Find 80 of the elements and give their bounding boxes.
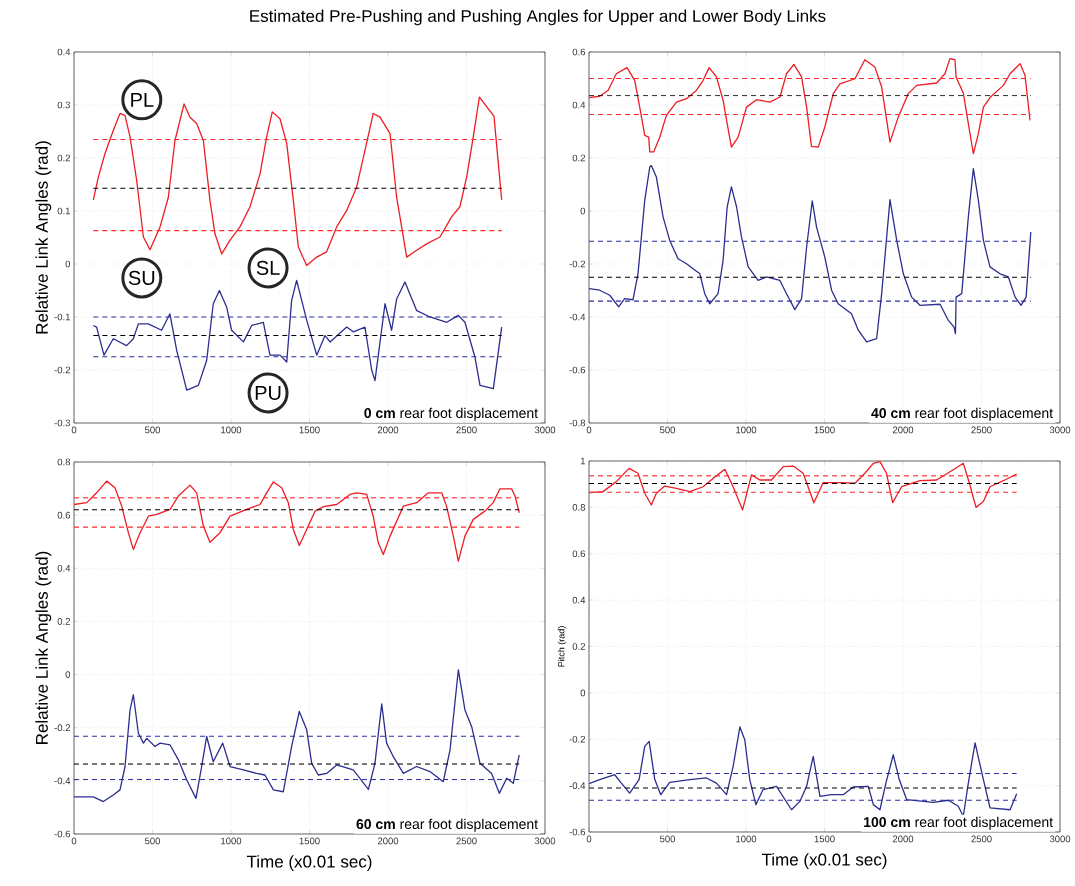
- x-tick-label: 0: [586, 426, 592, 434]
- x-tick-label: 1500: [814, 426, 835, 434]
- x-tick-label: 3000: [1049, 835, 1071, 843]
- y-tick-label: -0.8: [569, 419, 586, 427]
- y-axis-title: Relative Link Angles (rad): [35, 141, 52, 334]
- x-tick-label: 1000: [221, 426, 242, 434]
- x-tick-label: 3000: [1049, 426, 1071, 434]
- x-tick-label: 1000: [736, 426, 757, 434]
- y-tick-label: 0.4: [572, 101, 586, 109]
- y-tick-label: 0: [580, 689, 586, 697]
- y-tick-label: -0.4: [569, 313, 586, 321]
- x-tick-label: 0: [71, 426, 77, 434]
- x-tick-label: 1500: [814, 835, 835, 843]
- x-tick-label: 500: [659, 835, 676, 843]
- x-tick-label: 2000: [892, 426, 914, 434]
- line-series: [589, 57, 1031, 155]
- x-tick-label: 1500: [299, 837, 320, 845]
- line-series: [74, 669, 520, 803]
- y-tick-label: 0.3: [57, 101, 71, 109]
- y-tick-label: -0.2: [54, 366, 70, 374]
- x-tick-label: 2500: [971, 835, 992, 843]
- y-tick-label: 0.2: [572, 154, 586, 162]
- x-tick-label: 2000: [377, 837, 399, 845]
- annotation: 60 cm rear foot displacement: [356, 818, 538, 832]
- y-tick-label: 0.6: [572, 48, 586, 56]
- x-tick-label: 0: [71, 837, 77, 845]
- y-tick-label: -0.2: [569, 260, 586, 268]
- y-tick-label: 0.2: [572, 643, 586, 650]
- y-tick-label: 0.6: [572, 550, 586, 558]
- line-series: [589, 726, 1018, 817]
- y-axis-title: Pitch (rad): [557, 626, 567, 667]
- y-tick-label: 0: [65, 671, 71, 678]
- x-tick-label: 500: [144, 426, 161, 434]
- x-tick-label: 2500: [456, 426, 477, 434]
- annotation: SU: [128, 270, 155, 285]
- annotation: SL: [256, 260, 280, 275]
- x-tick-label: 1500: [299, 426, 320, 434]
- y-tick-label: 0.8: [57, 458, 71, 466]
- x-axis-title: Time (x0.01 sec): [246, 855, 372, 871]
- x-tick-label: 2500: [456, 837, 477, 845]
- x-tick-label: 2500: [971, 426, 992, 434]
- x-tick-label: 1000: [221, 837, 242, 845]
- y-tick-label: -0.3: [54, 419, 71, 427]
- y-tick-label: 0.2: [57, 154, 70, 162]
- y-tick-label: 1: [580, 457, 586, 465]
- y-tick-label: 0.4: [57, 48, 71, 56]
- annotation: 40 cm rear foot displacement: [871, 407, 1053, 421]
- y-tick-label: -0.6: [569, 828, 586, 836]
- y-tick-label: -0.4: [569, 782, 586, 789]
- y-tick-label: 0.4: [57, 564, 71, 572]
- annotation: 0 cm rear foot displacement: [364, 407, 538, 421]
- y-tick-label: 0.1: [57, 207, 70, 215]
- y-tick-label: 0: [65, 260, 71, 268]
- annotation: PU: [255, 385, 281, 400]
- y-tick-label: 0: [580, 207, 586, 215]
- y-tick-label: -0.2: [54, 724, 70, 732]
- x-tick-label: 3000: [534, 426, 556, 434]
- x-tick-label: 3000: [534, 837, 556, 845]
- x-tick-label: 2000: [892, 835, 914, 843]
- x-axis-title: Time (x0.01 sec): [761, 853, 887, 869]
- line-series: [589, 164, 1032, 343]
- x-tick-label: 2000: [377, 426, 399, 434]
- y-tick-label: -0.1: [54, 313, 70, 321]
- y-tick-label: -0.4: [54, 777, 71, 785]
- y-tick-label: 0.4: [572, 596, 586, 604]
- annotation: 100 cm rear foot displacement: [864, 816, 1053, 830]
- x-tick-label: 0: [586, 835, 592, 843]
- y-axis-title: Relative Link Angles (rad): [35, 551, 52, 744]
- y-tick-label: 0.2: [57, 618, 70, 625]
- y-tick-label: -0.6: [569, 366, 586, 374]
- x-tick-label: 500: [659, 426, 676, 434]
- x-tick-label: 1000: [736, 835, 757, 843]
- y-tick-label: 0.8: [572, 504, 586, 511]
- line-series: [74, 480, 520, 562]
- chart-title: Estimated Pre-Pushing and Pushing Angles for Upper and Lower Body Links: [250, 9, 826, 26]
- y-tick-label: 0.6: [57, 511, 71, 519]
- x-tick-label: 500: [144, 837, 161, 845]
- y-tick-label: -0.2: [569, 735, 586, 743]
- y-tick-label: -0.6: [54, 830, 71, 838]
- annotation: PL: [131, 92, 154, 107]
